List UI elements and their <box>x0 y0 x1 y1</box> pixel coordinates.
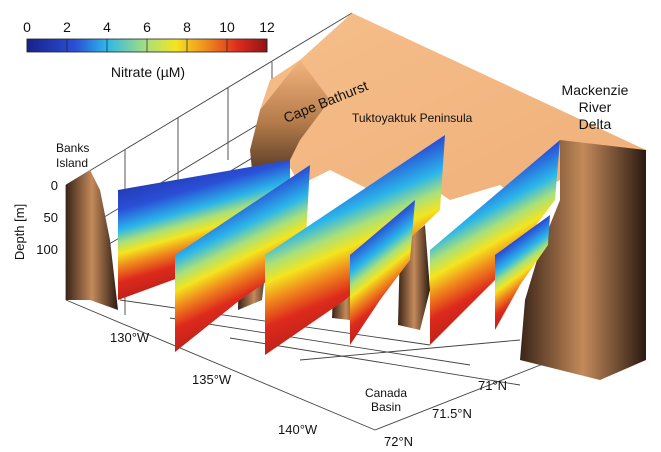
grid-line <box>229 337 521 386</box>
longitude-axis: 130°W 135°W 140°W <box>110 330 318 437</box>
canada-basin-label-line2: Basin <box>371 400 401 414</box>
grid-line <box>169 317 471 366</box>
depth-tick-50: 50 <box>44 210 58 225</box>
latitude-axis: 71°N 71.5°N 72°N <box>384 378 507 449</box>
banks-label-line1: Banks <box>56 141 89 155</box>
depth-axis: Depth [m] 0 50 100 <box>12 178 58 260</box>
transect-curtain <box>350 200 415 345</box>
transect-curtain <box>495 215 550 330</box>
colorbar-label: Nitrate (µM) <box>111 64 185 80</box>
colorbar-tick-label: 10 <box>219 19 235 35</box>
colorbar-tick-label: 4 <box>103 19 111 35</box>
grid-line <box>65 299 376 431</box>
transect-curtain <box>265 135 445 355</box>
mackenzie-label-line1: Mackenzie <box>562 82 629 98</box>
lon-tick-135: 135°W <box>192 372 232 387</box>
tuktoyaktuk-label: Tuktoyaktuk Peninsula <box>352 111 473 125</box>
lon-tick-130: 130°W <box>110 330 150 345</box>
lat-tick-72: 72°N <box>384 434 413 449</box>
grid-line <box>65 12 353 186</box>
transect-curtain <box>175 165 310 352</box>
transect-curtain <box>430 140 560 345</box>
colorbar-ticks: 0 2 4 6 8 10 12 <box>23 19 275 52</box>
depth-axis-label: Depth [m] <box>12 204 27 260</box>
mackenzie-label-line2: River <box>579 99 612 115</box>
colorbar-tick-label: 2 <box>63 19 71 35</box>
colorbar: 0 2 4 6 8 10 12 Nitrate (µM) <box>23 19 275 80</box>
depth-tick-0: 0 <box>51 178 58 193</box>
colorbar-tick-label: 0 <box>23 19 31 35</box>
depth-tick-100: 100 <box>36 242 58 257</box>
land-banks-island <box>66 170 118 310</box>
lon-tick-140: 140°W <box>278 422 318 437</box>
colorbar-tick-label: 8 <box>183 19 191 35</box>
colorbar-tick-label: 12 <box>259 19 275 35</box>
lat-tick-71-5: 71.5°N <box>432 406 472 421</box>
grid-line <box>374 361 549 431</box>
banks-label-line2: Island <box>56 156 88 170</box>
mackenzie-label-line3: Delta <box>579 116 612 132</box>
colorbar-tick-label: 6 <box>143 19 151 35</box>
lat-tick-71: 71°N <box>478 378 507 393</box>
canada-basin-label-line1: Canada <box>365 386 407 400</box>
transects <box>118 135 560 355</box>
grid-line <box>299 339 521 361</box>
land-cliff-mackenzie <box>520 140 646 380</box>
transect-curtain <box>118 160 290 300</box>
